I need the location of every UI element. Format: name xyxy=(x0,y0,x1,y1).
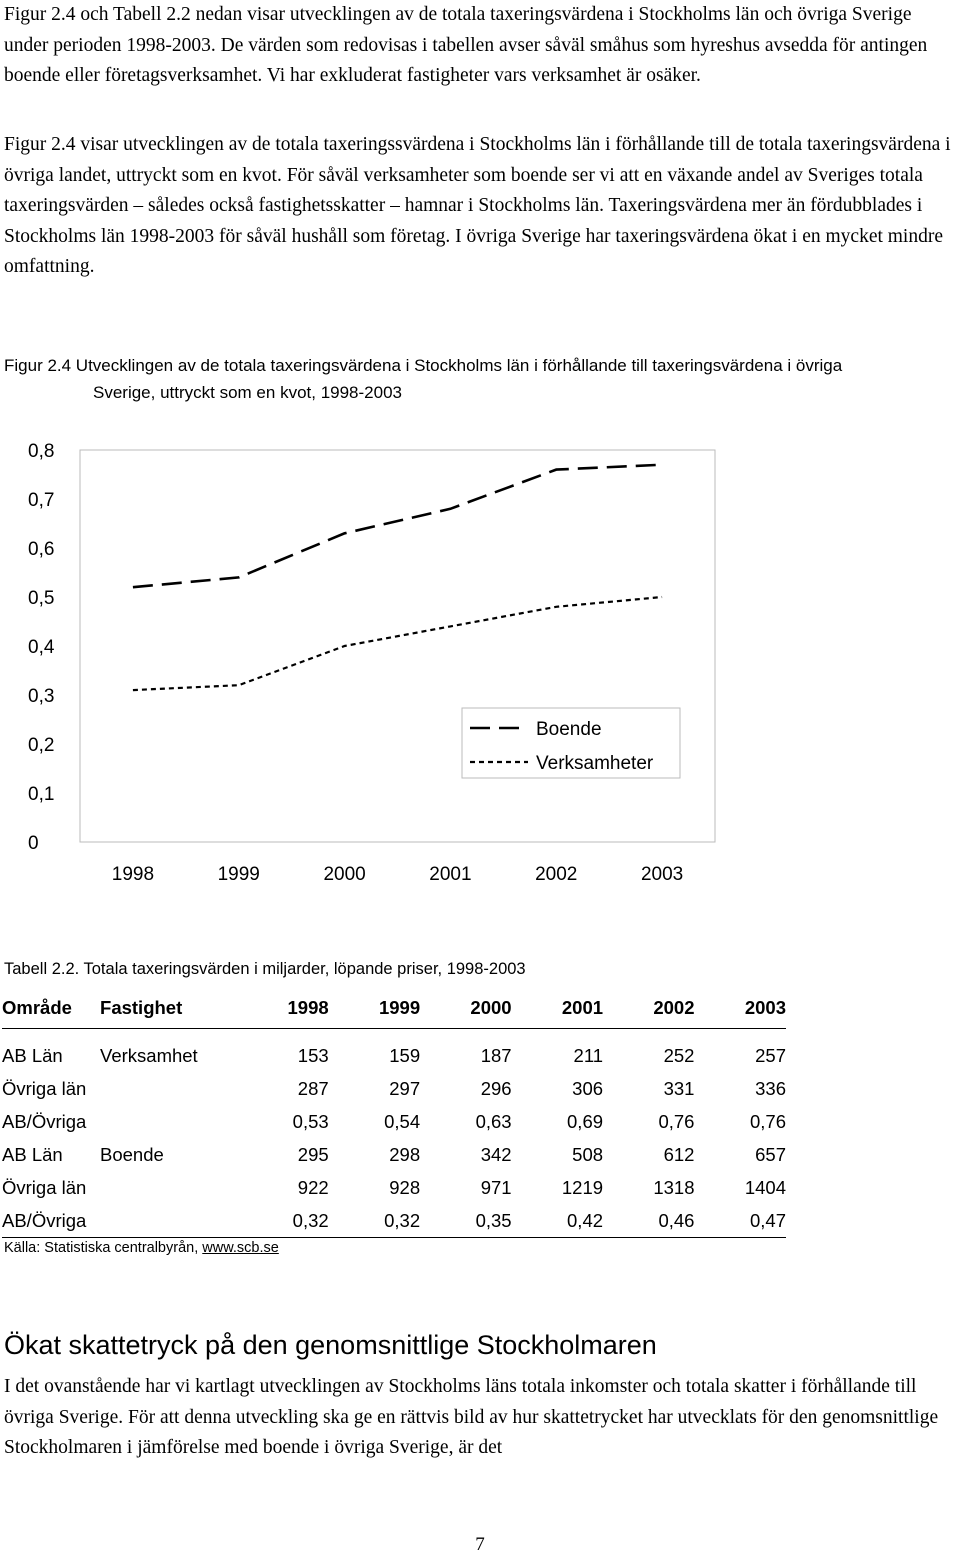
table-row: AB/Övriga 0,32 0,32 0,35 0,42 0,46 0,47 xyxy=(2,1204,786,1238)
cell-value: 0,54 xyxy=(384,1110,421,1132)
cell-value: 331 xyxy=(663,1077,695,1099)
figure-caption-line-2: Sverige, uttryckt som en kvot, 1998-2003 xyxy=(93,383,402,402)
cell-value: 252 xyxy=(663,1044,695,1066)
table-source: Källa: Statistiska centralbyrån, www.scb… xyxy=(4,1240,279,1256)
header-property: Fastighet xyxy=(100,988,238,1029)
cell-value: 153 xyxy=(297,1044,329,1066)
cell-value: 0,76 xyxy=(658,1110,695,1132)
y-tick-label: 0,5 xyxy=(28,588,54,609)
cell-value: 0,35 xyxy=(420,1204,512,1238)
cell-value: 0,32 xyxy=(237,1204,329,1238)
legend-label: Boende xyxy=(536,719,602,740)
legend-label: Verksamheter xyxy=(536,753,654,774)
plot-area-frame xyxy=(79,449,716,843)
cell-value: 928 xyxy=(389,1176,421,1198)
y-tick-label: 0,6 xyxy=(28,539,54,560)
cell-value: 1219 xyxy=(561,1176,604,1198)
cell-value: 0,53 xyxy=(292,1110,329,1132)
cell-value: 295 xyxy=(297,1143,329,1165)
cell-value: 0,76 xyxy=(749,1110,786,1132)
cell-type: Verksamhet xyxy=(100,1044,198,1066)
cell-value: 257 xyxy=(755,1044,786,1066)
header-year: 1999 xyxy=(328,988,421,1029)
x-tick-label: 2003 xyxy=(641,864,683,885)
cell-value: 922 xyxy=(297,1176,329,1198)
cell-area: AB/Övriga xyxy=(2,1204,101,1238)
y-tick-label: 0,2 xyxy=(28,735,54,756)
x-tick-label: 2000 xyxy=(323,864,365,885)
header-year: 2001 xyxy=(511,988,604,1029)
page-number: 7 xyxy=(475,1534,485,1555)
cell-area: AB/Övriga xyxy=(2,1110,87,1132)
cell-type xyxy=(100,1105,237,1138)
cell-area: Övriga län xyxy=(2,1077,87,1099)
cell-value: 298 xyxy=(389,1143,421,1165)
header-year: 1998 xyxy=(237,988,329,1029)
table-row: AB Län Boende 295 298 342 508 612 657 xyxy=(2,1138,786,1171)
header-year: 2003 xyxy=(694,988,786,1029)
cell-value: 342 xyxy=(480,1143,512,1165)
table-row: Övriga län 287 297 296 306 331 336 xyxy=(2,1072,786,1105)
x-tick-label: 1998 xyxy=(112,864,154,885)
cell-value: 0,47 xyxy=(694,1204,786,1238)
header-year: 2000 xyxy=(420,988,512,1029)
cell-value: 0,42 xyxy=(511,1204,604,1238)
x-tick-label: 2002 xyxy=(535,864,577,885)
cell-value: 1404 xyxy=(744,1176,786,1198)
y-tick-label: 0,1 xyxy=(28,784,54,805)
cell-value: 287 xyxy=(297,1077,329,1099)
series-line-boende xyxy=(132,463,663,589)
cell-value: 306 xyxy=(572,1077,604,1099)
table-row: AB Län Verksamhet 153 159 187 211 252 25… xyxy=(2,1029,786,1073)
legend-box xyxy=(461,707,681,779)
cell-value: 1318 xyxy=(653,1176,695,1198)
cell-area: AB Län xyxy=(2,1143,63,1165)
table-row: Övriga län 922 928 971 1219 1318 1404 xyxy=(2,1171,786,1204)
header-area: Område xyxy=(2,988,101,1029)
figure-caption-line-1: Figur 2.4 Utvecklingen av de totala taxe… xyxy=(4,356,843,375)
y-tick-label: 0 xyxy=(28,833,39,854)
cell-value: 0,32 xyxy=(328,1204,421,1238)
intro-paragraph-2: Figur 2.4 visar utvecklingen av de total… xyxy=(4,134,951,278)
cell-value: 159 xyxy=(389,1044,421,1066)
cell-value: 336 xyxy=(755,1077,786,1099)
table-header-row: Område Fastighet 1998 1999 2000 2001 200… xyxy=(2,988,786,1029)
cell-value: 297 xyxy=(389,1077,421,1099)
cell-area: AB Län xyxy=(2,1044,63,1066)
header-year: 2002 xyxy=(603,988,695,1029)
ratio-line-chart: 0 0,1 0,2 0,3 0,4 0,5 0,6 0,7 0,8 1998 1999 2000 200… xyxy=(28,441,716,885)
valuation-table: Område Fastighet 1998 1999 2000 2001 200… xyxy=(2,988,786,1238)
cell-value: 508 xyxy=(572,1143,604,1165)
intro-paragraph-1: Figur 2.4 och Tabell 2.2 nedan visar utv… xyxy=(4,4,928,87)
x-tick-label: 1999 xyxy=(218,864,260,885)
cell-type xyxy=(100,1072,237,1105)
y-tick-label: 0,8 xyxy=(28,441,54,462)
y-tick-label: 0,4 xyxy=(28,637,55,658)
source-link[interactable]: www.scb.se xyxy=(202,1240,279,1256)
series-line-verksamheter xyxy=(132,595,663,692)
source-text: Källa: Statistiska centralbyrån, xyxy=(4,1240,203,1256)
cell-type xyxy=(100,1204,238,1238)
cell-value: 0,46 xyxy=(603,1204,695,1238)
cell-value: 0,69 xyxy=(567,1110,604,1132)
section-heading: Ökat skattetryck på den genomsnittlige S… xyxy=(4,1330,657,1360)
cell-area: Övriga län xyxy=(2,1176,87,1198)
cell-value: 211 xyxy=(573,1044,604,1066)
section-paragraph: I det ovanstående har vi kartlagt utveck… xyxy=(4,1376,939,1459)
figure-caption: Figur 2.4 Utvecklingen av de totala taxe… xyxy=(4,352,956,406)
cell-value: 0,63 xyxy=(475,1110,512,1132)
cell-value: 657 xyxy=(755,1143,786,1165)
cell-value: 187 xyxy=(480,1044,512,1066)
cell-type: Boende xyxy=(100,1143,164,1165)
cell-value: 612 xyxy=(663,1143,695,1165)
y-tick-label: 0,3 xyxy=(28,686,54,707)
table-row: AB/Övriga 0,53 0,54 0,63 0,69 0,76 0,76 xyxy=(2,1105,786,1138)
y-tick-label: 0,7 xyxy=(28,490,54,511)
cell-value: 971 xyxy=(480,1176,512,1198)
cell-type xyxy=(100,1171,237,1204)
cell-value: 296 xyxy=(480,1077,512,1099)
table-caption: Tabell 2.2. Totala taxeringsvärden i mil… xyxy=(4,960,526,978)
x-tick-label: 2001 xyxy=(429,864,471,885)
